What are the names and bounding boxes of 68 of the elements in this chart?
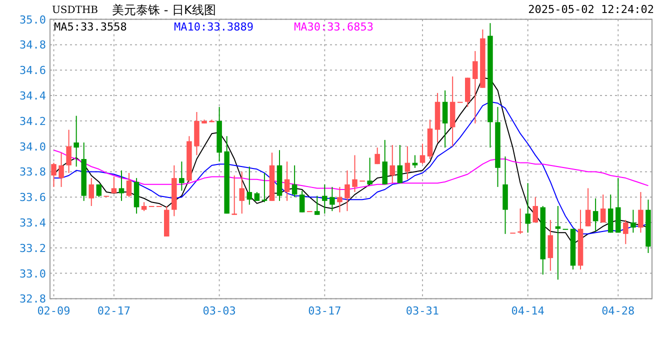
candlestick bbox=[74, 115, 79, 168]
y-tick-label: 34.4 bbox=[20, 90, 46, 102]
candlestick bbox=[623, 219, 628, 245]
candlestick bbox=[352, 154, 358, 193]
candlestick bbox=[239, 171, 245, 214]
candlestick bbox=[600, 194, 606, 223]
candlestick bbox=[382, 139, 388, 185]
candlestick bbox=[96, 184, 102, 198]
candlestick bbox=[525, 182, 530, 234]
x-tick-label: 03-03 bbox=[202, 304, 236, 318]
x-tick-label: 03-17 bbox=[308, 304, 342, 318]
y-tick-label: 35.0 bbox=[20, 13, 46, 26]
candlestick bbox=[126, 172, 132, 198]
candlestick bbox=[420, 143, 426, 165]
y-tick-label: 34.0 bbox=[20, 140, 46, 154]
text: MA30:33.6853 bbox=[294, 20, 374, 34]
candlestick bbox=[337, 186, 342, 213]
candlestick bbox=[262, 172, 268, 203]
y-tick-label: 34.2 bbox=[20, 114, 46, 128]
candlestick bbox=[397, 144, 403, 184]
candlestick bbox=[472, 50, 478, 124]
candlestick bbox=[390, 144, 396, 184]
y-tick-label: 33.8 bbox=[20, 166, 46, 179]
y-tick-label: 34.8 bbox=[20, 38, 46, 52]
candlestick bbox=[548, 219, 554, 272]
text: 2025-05-02 12:24:02 bbox=[528, 3, 654, 16]
y-tick-label: 33.2 bbox=[20, 242, 46, 255]
y-tick-label: 33.0 bbox=[20, 267, 46, 280]
text: USDTHB bbox=[52, 5, 98, 16]
x-tick-label: 04-14 bbox=[511, 304, 545, 318]
candlestick bbox=[66, 129, 72, 174]
candlestick bbox=[555, 205, 561, 280]
candlestick bbox=[630, 209, 636, 234]
candlestick bbox=[404, 146, 410, 180]
candlestick bbox=[88, 178, 94, 206]
candlestick bbox=[344, 170, 350, 212]
candlestick bbox=[442, 90, 448, 148]
candlestick bbox=[592, 198, 598, 232]
candlestick bbox=[179, 161, 184, 192]
y-tick-label: 34.6 bbox=[20, 64, 46, 78]
candlestick bbox=[374, 147, 380, 165]
candlestick bbox=[299, 190, 305, 213]
text: MA5:33.3558 bbox=[54, 20, 127, 34]
candlestick bbox=[246, 166, 252, 206]
candlestick bbox=[284, 161, 290, 202]
candlestick bbox=[292, 164, 298, 198]
y-tick-label: 33.4 bbox=[20, 216, 46, 230]
candlestick bbox=[118, 170, 124, 202]
x-tick-label: 03-31 bbox=[406, 304, 440, 318]
candlestick bbox=[412, 154, 418, 168]
chart-title: 美元泰铢 - 日K线图 bbox=[112, 3, 216, 17]
candlestick bbox=[638, 192, 644, 234]
candlestick bbox=[314, 195, 320, 216]
candlestick bbox=[58, 152, 64, 188]
candlestick bbox=[585, 188, 591, 227]
x-tick-label: 04-28 bbox=[602, 304, 635, 318]
candlestick bbox=[232, 175, 237, 216]
x-tick-label: 02-17 bbox=[97, 304, 131, 318]
candlestick bbox=[51, 162, 56, 188]
x-tick-label: 02-09 bbox=[37, 304, 70, 318]
y-tick-label: 33.6 bbox=[20, 191, 46, 204]
candlestick bbox=[532, 196, 538, 223]
candlestick bbox=[330, 186, 335, 212]
candlestick bbox=[322, 184, 328, 214]
text: MA10:33.3889 bbox=[174, 20, 254, 34]
candlestick bbox=[111, 176, 117, 194]
y-tick-label: 32.8 bbox=[20, 292, 46, 306]
candlestick bbox=[367, 157, 372, 185]
